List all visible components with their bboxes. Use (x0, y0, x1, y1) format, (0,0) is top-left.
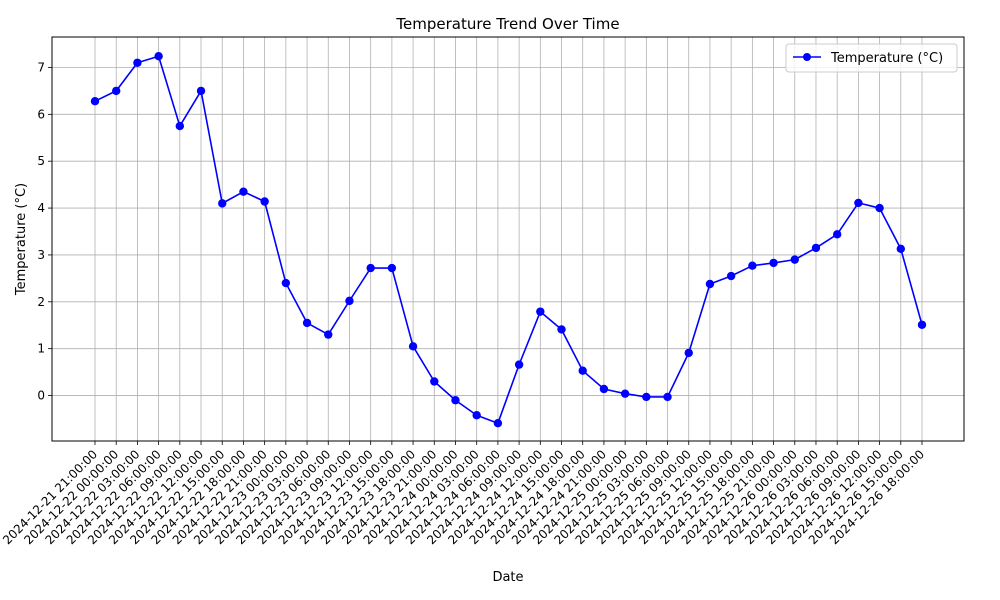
data-series (90, 52, 927, 428)
data-point (854, 198, 863, 208)
data-point (281, 278, 291, 288)
data-point (302, 318, 312, 328)
data-point (557, 325, 566, 334)
data-point (430, 377, 439, 386)
data-point (620, 389, 630, 398)
series-line (94, 55, 923, 424)
legend-box (785, 43, 958, 73)
data-point (599, 384, 609, 394)
data-point (196, 86, 206, 96)
y-tick-label: 3 (37, 248, 45, 262)
data-point (536, 307, 545, 316)
data-point (663, 392, 672, 402)
data-point (133, 58, 142, 67)
data-point (260, 197, 269, 206)
data-point (896, 244, 905, 254)
chart-title: Temperature Trend Over Time (395, 15, 619, 33)
data-point (769, 258, 778, 268)
data-point (493, 418, 503, 428)
data-point (578, 366, 587, 375)
data-point (790, 255, 799, 264)
data-point (705, 279, 715, 289)
data-point (748, 261, 757, 270)
y-axis-label: Temperature (°C) (14, 183, 29, 296)
data-point (366, 263, 375, 273)
y-tick-label: 0 (37, 389, 45, 403)
legend: Temperature (°C) (785, 43, 958, 73)
data-point (154, 52, 163, 61)
y-tick-label: 2 (37, 295, 45, 309)
data-point (345, 296, 354, 306)
grid-lines (52, 37, 964, 441)
data-point (451, 396, 460, 405)
data-point (387, 263, 397, 273)
data-point (112, 86, 121, 96)
data-point (90, 97, 100, 106)
data-point (917, 320, 927, 329)
data-point (811, 243, 821, 253)
data-point (875, 203, 884, 213)
y-tick-label: 1 (37, 342, 45, 356)
legend-marker-swatch (803, 53, 811, 61)
data-point (175, 121, 185, 131)
data-point (218, 199, 227, 208)
plot-area (51, 36, 965, 442)
data-point (324, 330, 333, 339)
legend-label: Temperature (°C) (830, 51, 943, 66)
data-point (239, 187, 248, 196)
x-axis-label: Date (492, 570, 523, 585)
data-point (472, 411, 481, 420)
y-tick-label: 7 (37, 60, 45, 74)
data-point (408, 342, 418, 351)
data-point (726, 271, 736, 281)
y-tick-label: 6 (37, 107, 45, 121)
data-point (514, 360, 524, 369)
y-tick-label: 4 (37, 201, 45, 215)
data-point (832, 230, 842, 239)
data-point (642, 392, 651, 402)
data-point (684, 348, 693, 358)
y-tick-label: 5 (37, 154, 45, 168)
